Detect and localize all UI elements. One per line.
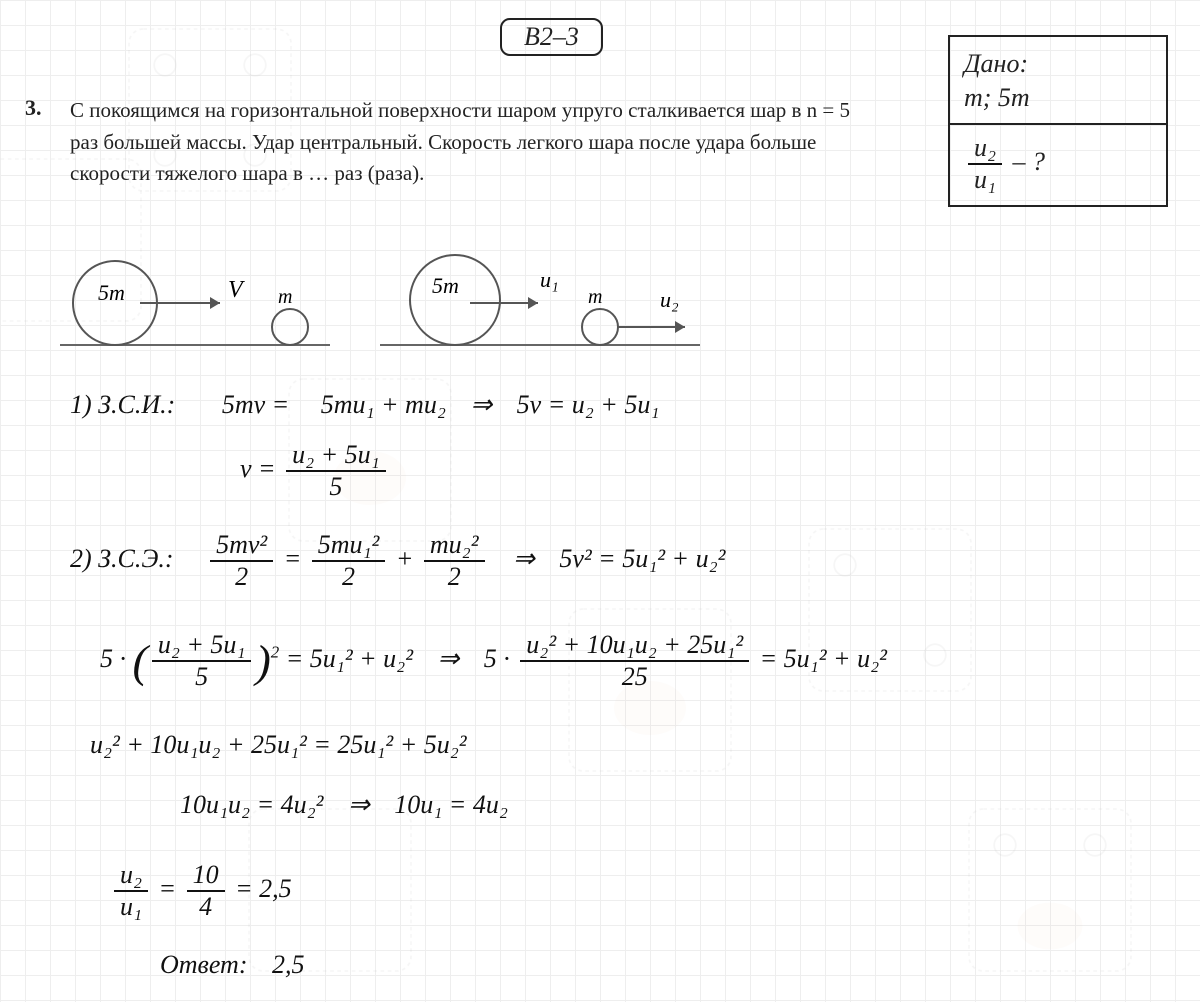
problem-number: 3. bbox=[25, 95, 42, 121]
svg-text:m: m bbox=[588, 286, 602, 308]
given-box: Дано: m; 5m u₂ u₁ – ? bbox=[948, 35, 1168, 207]
svg-text:m: m bbox=[278, 286, 292, 308]
given-find-q: – ? bbox=[1006, 147, 1045, 176]
variant-label: В2–3 bbox=[500, 18, 603, 56]
svg-text:V: V bbox=[228, 277, 245, 303]
watermark bbox=[960, 800, 1140, 980]
given-find-frac: u₂ u₁ bbox=[968, 133, 1002, 195]
answer: Ответ: 2,5 bbox=[160, 950, 304, 980]
svg-text:u₁: u₁ bbox=[540, 267, 559, 292]
svg-text:u₂: u₂ bbox=[660, 287, 679, 312]
step6-result: u₂ u₁ = 10 4 = 2,5 bbox=[110, 860, 292, 922]
collision-diagram: 5m V m 5m u₁ m u₂ bbox=[60, 245, 760, 365]
given-title: Дано: bbox=[964, 49, 1152, 79]
step4: u₂² + 10u₁u₂ + 25u₁² = 25u₁² + 5u₂² bbox=[90, 730, 467, 760]
given-mass: m; 5m bbox=[964, 83, 1152, 113]
step5: 10u₁u₂ = 4u₂² ⇒ 10u₁ = 4u₂ bbox=[180, 790, 508, 820]
step2-label: 2) З.С.Э.: 5mv² 2 = 5mu₁² 2 + mu₂² 2 ⇒ 5… bbox=[70, 530, 725, 592]
svg-text:5m: 5m bbox=[432, 273, 459, 298]
step1b: v = u₂ + 5u₁ 5 bbox=[240, 440, 390, 502]
problem-text: С покоящимся на горизонтальной поверхнос… bbox=[70, 95, 850, 190]
step3: 5 · ( u₂ + 5u₁ 5 )2 = 5u₁² + u₂² ⇒ 5 · u… bbox=[100, 630, 887, 692]
step1-label: 1) З.С.И.: 5mv = 5mu₁ + mu₂ ⇒ 5v = u₂ + … bbox=[70, 390, 659, 420]
svg-text:5m: 5m bbox=[98, 280, 125, 305]
